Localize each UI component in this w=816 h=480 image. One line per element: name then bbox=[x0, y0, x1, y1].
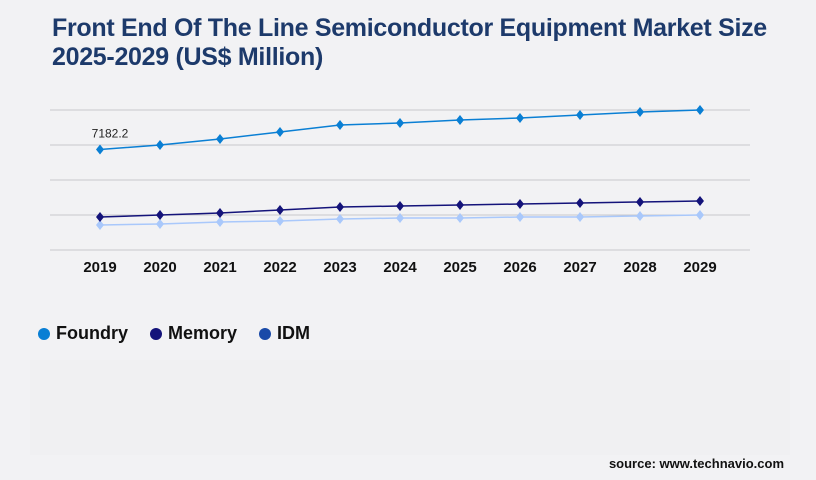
source-text: source: www.technavio.com bbox=[608, 456, 784, 471]
data-point-idm bbox=[576, 212, 584, 223]
x-tick-label: 2028 bbox=[623, 259, 656, 276]
background-panel bbox=[30, 360, 790, 455]
data-point-memory bbox=[516, 198, 524, 209]
data-point-idm bbox=[396, 212, 404, 223]
x-tick-label: 2020 bbox=[143, 259, 176, 276]
data-point-idm bbox=[516, 212, 524, 223]
legend-item-memory[interactable]: Memory bbox=[150, 323, 237, 344]
data-point-memory bbox=[696, 196, 704, 206]
legend-marker-memory bbox=[150, 327, 162, 340]
legend-label: Foundry bbox=[56, 323, 128, 343]
data-label: 7182.2 bbox=[92, 126, 129, 140]
data-point-memory bbox=[396, 200, 404, 211]
data-point-memory bbox=[276, 205, 284, 216]
data-point-memory bbox=[156, 210, 164, 220]
data-point-idm bbox=[696, 210, 704, 220]
data-point-idm bbox=[636, 210, 644, 221]
chart-title: Front End Of The Line Semiconductor Equi… bbox=[52, 14, 767, 71]
data-point-foundry bbox=[696, 105, 704, 115]
data-point-idm bbox=[156, 219, 164, 230]
legend-marker-foundry bbox=[38, 327, 50, 340]
data-point-foundry bbox=[156, 140, 164, 150]
data-point-idm bbox=[96, 219, 104, 230]
data-point-foundry bbox=[336, 119, 344, 130]
legend: Foundry Memory IDM bbox=[38, 323, 310, 344]
data-point-idm bbox=[216, 217, 224, 227]
legend-item-idm[interactable]: IDM bbox=[259, 323, 310, 344]
data-point-memory bbox=[576, 198, 584, 209]
data-point-foundry bbox=[516, 112, 524, 123]
line-chart: 2019 2020 2021 2022 2023 2024 2025 2026 2027 2028… bbox=[50, 105, 750, 276]
data-point-memory bbox=[216, 207, 224, 218]
data-point-memory bbox=[636, 196, 644, 207]
data-point-foundry bbox=[276, 126, 284, 137]
data-point-memory bbox=[456, 200, 464, 211]
data-point-foundry bbox=[636, 107, 644, 118]
data-point-foundry bbox=[576, 109, 584, 120]
legend-label: Memory bbox=[168, 323, 238, 343]
series-line-foundry bbox=[99, 109, 701, 151]
legend-item-foundry[interactable]: Foundry bbox=[38, 323, 128, 344]
x-tick-label: 2025 bbox=[443, 259, 476, 276]
x-tick-label: 2023 bbox=[323, 259, 356, 276]
data-point-foundry bbox=[456, 114, 464, 125]
x-tick-label: 2026 bbox=[503, 259, 536, 276]
data-point-memory bbox=[96, 212, 104, 223]
legend-label: IDM bbox=[277, 323, 311, 343]
x-tick-label: 2022 bbox=[263, 259, 296, 276]
data-point-foundry bbox=[216, 133, 224, 144]
data-point-idm bbox=[276, 216, 284, 227]
x-tick-label: 2029 bbox=[683, 259, 716, 276]
x-tick-label: 2024 bbox=[383, 259, 417, 276]
x-tick-label: 2021 bbox=[203, 259, 236, 276]
x-tick-label: 2019 bbox=[83, 259, 116, 276]
data-point-memory bbox=[336, 202, 344, 213]
data-point-foundry bbox=[396, 118, 404, 129]
legend-marker-idm bbox=[259, 327, 272, 340]
data-point-idm bbox=[336, 214, 344, 225]
x-tick-label: 2027 bbox=[563, 259, 596, 276]
data-point-idm bbox=[456, 212, 464, 223]
data-point-foundry bbox=[96, 144, 104, 155]
